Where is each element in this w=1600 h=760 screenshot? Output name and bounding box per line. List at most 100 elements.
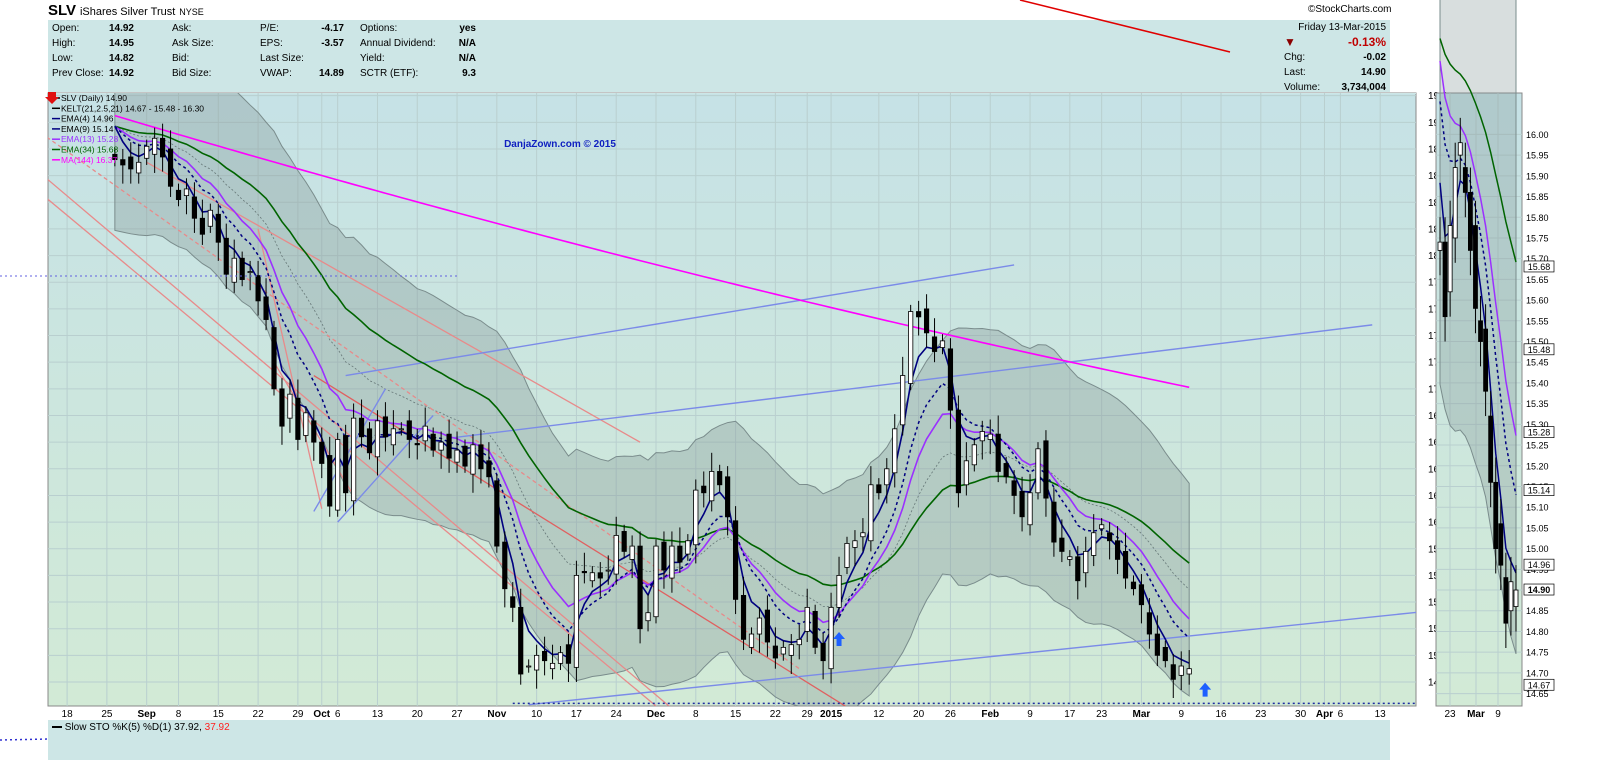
candle-body: [1186, 668, 1192, 675]
quote-field-value: -3.57: [321, 38, 344, 49]
zoom-candle-body: [1488, 415, 1494, 483]
x-tick-label: 15: [730, 709, 742, 720]
candle-body: [335, 439, 341, 511]
quote-field: EPS: -3.57: [260, 36, 344, 51]
candle-body: [1043, 440, 1049, 499]
legend-item: EMA(34) 15.68: [61, 145, 118, 155]
candle-body: [1019, 491, 1025, 518]
price-tag-box: [1523, 678, 1555, 691]
zoom-y-tick-label: 14.70: [1526, 668, 1549, 678]
candle-body: [136, 161, 142, 174]
x-tick-label: Nov: [487, 709, 506, 720]
x-tick-label: 23: [1255, 709, 1267, 720]
quote-field-label: Bid Size:: [172, 68, 212, 79]
quote-field-label: Bid:: [172, 53, 190, 64]
x-tick-label: 9: [1178, 709, 1184, 720]
price-tag-box: [1523, 343, 1555, 356]
x-tick-label: 18: [62, 709, 74, 720]
candle-body: [295, 397, 301, 440]
price-tag: 14.90: [1528, 585, 1551, 595]
candle-body: [979, 431, 985, 442]
x-tick-label: 6: [335, 709, 341, 720]
candle-body: [414, 443, 420, 446]
candle-body: [343, 435, 349, 494]
zoom-y-tick-label: 14.75: [1526, 648, 1549, 658]
candle-body: [557, 652, 564, 664]
x-tick-label: 17: [1064, 709, 1076, 720]
candle-body: [207, 209, 213, 227]
quote-field: Prev Close: 14.92: [52, 66, 134, 81]
zoom-candle-body: [1468, 192, 1473, 251]
zoom-y-tick-label: 15.50: [1526, 337, 1549, 347]
down-arrow-icon: [45, 92, 59, 104]
candle-body: [908, 311, 914, 384]
zoom-y-tick-label: 15.35: [1526, 399, 1549, 409]
zoom-candle-body: [1437, 241, 1443, 251]
zoom-y-tick-label: 15.10: [1526, 503, 1549, 513]
candle-body: [740, 594, 747, 640]
candle-body: [406, 420, 412, 440]
zoom-y-tick-label: 15.80: [1526, 213, 1549, 223]
security-name: iShares Silver Trust: [79, 6, 176, 18]
candle-body: [637, 545, 643, 630]
quote-field: Last Size:: [260, 51, 304, 66]
candle-body: [1059, 537, 1065, 552]
candle-body: [287, 393, 293, 419]
x-tick-label: 8: [176, 709, 182, 720]
quote-field-label: Last Size:: [260, 53, 304, 64]
zoom-y-tick-label: 14.80: [1526, 627, 1549, 637]
ema34-line: [114, 125, 1190, 587]
candle-body: [175, 189, 182, 201]
candle-body: [804, 606, 810, 632]
zoom-y-tick-label: 14.85: [1526, 606, 1549, 616]
quote-field-value: N/A: [458, 53, 476, 64]
quote-field-label: Ask Size:: [172, 38, 214, 49]
candle-body: [876, 484, 882, 494]
candle-body: [613, 535, 619, 575]
candle-body: [884, 468, 890, 486]
zoom-y-tick-label: 16.00: [1526, 130, 1549, 140]
quote-date: Friday 13-Mar-2015: [1298, 22, 1386, 33]
quote-field-label: VWAP:: [260, 68, 292, 79]
quote-field: Low: 14.82: [52, 51, 134, 66]
x-tick-label: 15: [213, 709, 225, 720]
candle-body: [963, 460, 969, 486]
ma144-line: [114, 114, 1190, 389]
candle-body: [247, 271, 253, 273]
candle-body: [422, 425, 428, 442]
price-tag: 14.67: [1528, 680, 1551, 690]
candle-body: [215, 213, 221, 243]
zoom-ema34-line: [1439, 38, 1517, 263]
candle-body: [438, 441, 444, 451]
volume-label: Volume:: [1284, 82, 1321, 93]
x-tick-label: 8: [693, 709, 699, 720]
candle-body: [1011, 480, 1017, 496]
zoom-y-tick-label: 15.20: [1526, 461, 1549, 471]
sto-line-swatch: [52, 726, 62, 729]
candle-body: [231, 257, 237, 283]
candle-body: [987, 433, 993, 440]
x-tick-label: 20: [913, 709, 925, 720]
candle-body: [868, 484, 874, 542]
candle-body: [494, 480, 500, 547]
candle-body: [645, 612, 651, 622]
last-value: 14.90: [1360, 67, 1386, 78]
candle-body: [756, 617, 763, 635]
candle-body: [812, 610, 818, 648]
plot-background: [47, 92, 1417, 707]
watermark: ©StockCharts.com: [1308, 4, 1392, 15]
quote-field: Annual Dividend: N/A: [360, 36, 476, 51]
x-tick-label: 29: [292, 709, 304, 720]
zoom-ema4-line: [1439, 179, 1517, 574]
candle-body: [327, 455, 333, 507]
candle-body: [923, 308, 930, 334]
candle-body: [358, 417, 365, 438]
zoom-y-tick-label: 15.95: [1526, 151, 1549, 161]
candle-body: [565, 644, 572, 664]
zoom-ema9-line: [1439, 101, 1517, 496]
zoom-candle-body: [1503, 577, 1509, 624]
candle-body: [1003, 463, 1009, 478]
candle-body: [836, 575, 842, 608]
candle-body: [462, 445, 468, 467]
